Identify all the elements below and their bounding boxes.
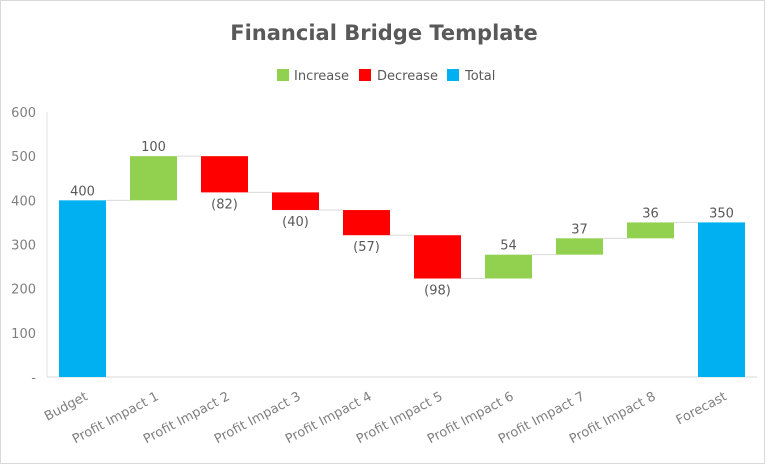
legend-swatch-increase bbox=[277, 69, 289, 81]
y-tick-label: 400 bbox=[11, 194, 36, 209]
data-label: 36 bbox=[642, 206, 659, 221]
data-label: 54 bbox=[500, 239, 517, 254]
bar-profit-impact-6 bbox=[485, 254, 532, 279]
legend-label-decrease: Decrease bbox=[377, 69, 438, 84]
data-label: (98) bbox=[424, 284, 451, 299]
y-tick-label: - bbox=[31, 371, 36, 386]
bar-profit-impact-7 bbox=[556, 238, 603, 255]
y-tick-label: 500 bbox=[11, 150, 36, 165]
bar-forecast bbox=[698, 222, 745, 377]
legend-swatch-decrease bbox=[359, 69, 371, 81]
data-label: (82) bbox=[211, 197, 238, 212]
data-label: 100 bbox=[141, 140, 166, 155]
marks: 400 100 (82) (40) (57) (98) 54 37 36 350 bbox=[59, 140, 745, 377]
y-tick-label: 600 bbox=[11, 106, 36, 121]
bar-budget bbox=[59, 200, 106, 377]
legend-swatch-total bbox=[447, 69, 459, 81]
bar-profit-impact-2 bbox=[201, 156, 248, 193]
data-label: (57) bbox=[353, 240, 380, 255]
data-label: 350 bbox=[709, 206, 734, 221]
bar-profit-impact-3 bbox=[272, 192, 319, 211]
data-label: 37 bbox=[571, 222, 588, 237]
y-tick-label: 200 bbox=[11, 283, 36, 298]
legend-label-total: Total bbox=[464, 69, 495, 84]
legend: Increase Decrease Total bbox=[277, 69, 495, 84]
data-label: (40) bbox=[282, 215, 309, 230]
y-tick-label: 300 bbox=[11, 239, 36, 254]
y-tick-label: 100 bbox=[11, 327, 36, 342]
legend-label-increase: Increase bbox=[294, 69, 349, 84]
bar-profit-impact-8 bbox=[627, 222, 674, 239]
chart-title: Financial Bridge Template bbox=[230, 21, 537, 45]
bar-profit-impact-4 bbox=[343, 210, 390, 236]
x-tick-label: Forecast bbox=[674, 389, 730, 428]
bar-profit-impact-5 bbox=[414, 235, 461, 279]
bar-profit-impact-1 bbox=[130, 156, 177, 201]
x-tick-label: Budget bbox=[42, 389, 90, 424]
data-label: 400 bbox=[70, 184, 95, 199]
